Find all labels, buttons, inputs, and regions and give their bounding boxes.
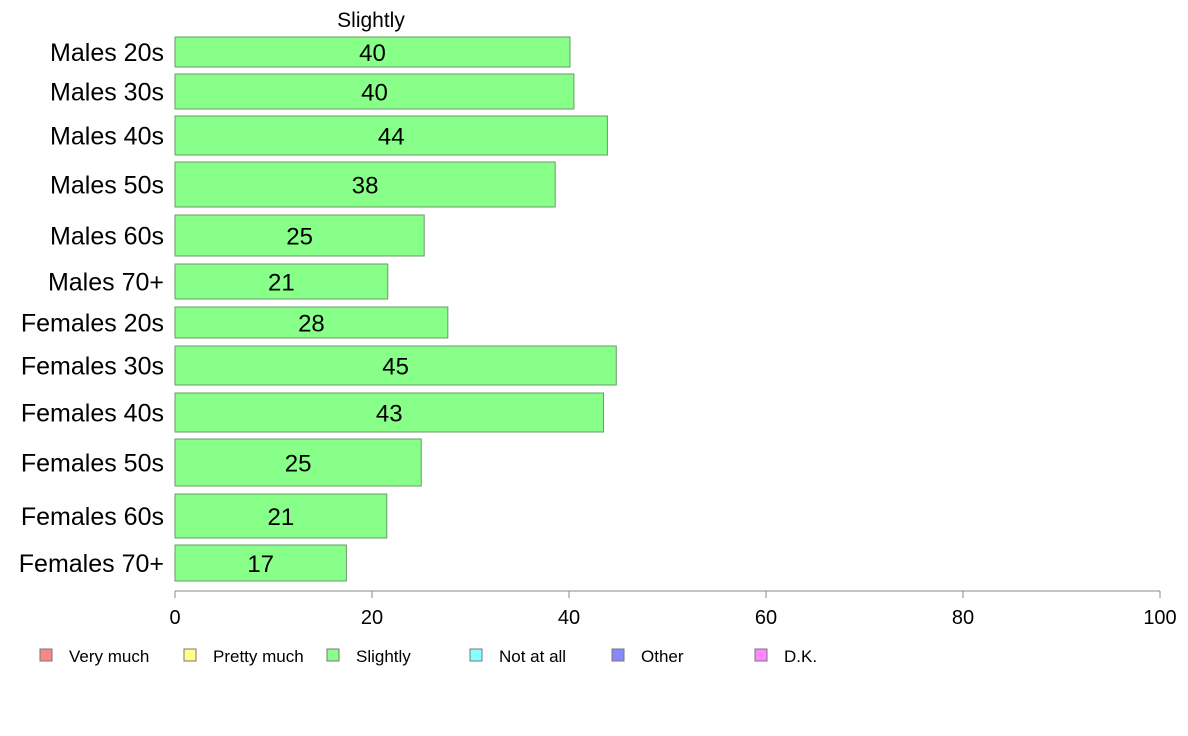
x-axis: 0 20 40 60 80 100 (169, 590, 1177, 629)
bars (174, 36, 617, 582)
legend-label: Not at all (499, 647, 566, 666)
bar (174, 438, 422, 487)
bar-value-label: 21 (268, 504, 295, 531)
legend-label: Pretty much (213, 647, 304, 666)
bar-value-label: 45 (382, 354, 409, 381)
bar (174, 73, 575, 110)
category-label: Females 70+ (19, 550, 164, 578)
bar-value-label: 28 (298, 311, 325, 338)
bar-value-label: 40 (359, 40, 386, 67)
bar (174, 544, 347, 582)
category-label: Males 70+ (48, 269, 164, 297)
category-label: Females 30s (21, 353, 164, 381)
legend-swatch (39, 648, 53, 662)
bar-value-label: 17 (247, 551, 274, 578)
category-labels: Males 20s Males 30s Males 40s Males 50s Male… (19, 39, 164, 578)
category-label: Males 50s (50, 172, 164, 200)
bar-value-label: 25 (285, 451, 312, 478)
legend-swatch (754, 648, 768, 662)
legend-label: Slightly (356, 647, 411, 666)
bar-value-label: 25 (286, 224, 313, 251)
bar (174, 263, 389, 300)
bar (174, 115, 608, 156)
legend-label: Very much (69, 647, 149, 666)
bar (174, 493, 388, 539)
x-tick-label: 0 (169, 607, 180, 629)
panel-title: Slightly (337, 9, 405, 32)
legend-swatch (469, 648, 483, 662)
bar-value-label: 21 (268, 270, 295, 297)
x-tick-label: 80 (952, 607, 974, 629)
category-label: Females 50s (21, 450, 164, 478)
legend-label: D.K. (784, 647, 817, 666)
x-tick-label: 100 (1143, 607, 1176, 629)
category-label: Females 40s (21, 400, 164, 428)
legend-label: Other (641, 647, 684, 666)
x-tick-label: 40 (558, 607, 580, 629)
legend-swatch (183, 648, 197, 662)
category-label: Males 30s (50, 79, 164, 107)
bar (174, 214, 425, 257)
legend-swatch (611, 648, 625, 662)
bar-value-label: 40 (361, 80, 388, 107)
category-label: Males 40s (50, 123, 164, 151)
category-label: Females 20s (21, 310, 164, 338)
bar-value-label: 44 (378, 124, 405, 151)
category-label: Females 60s (21, 503, 164, 531)
bar (174, 392, 604, 433)
bar (174, 345, 617, 386)
legend-swatch (326, 648, 340, 662)
category-label: Males 20s (50, 39, 164, 67)
bar-value-label: 38 (352, 173, 379, 200)
bar (174, 36, 571, 68)
bar-value-label: 43 (376, 401, 403, 428)
bar (174, 306, 449, 339)
x-tick-label: 60 (755, 607, 777, 629)
category-label: Males 60s (50, 223, 164, 251)
legend: Very much Pretty much Slightly Not at all Ot… (39, 647, 817, 666)
x-tick-label: 20 (361, 607, 383, 629)
bar (174, 161, 556, 208)
